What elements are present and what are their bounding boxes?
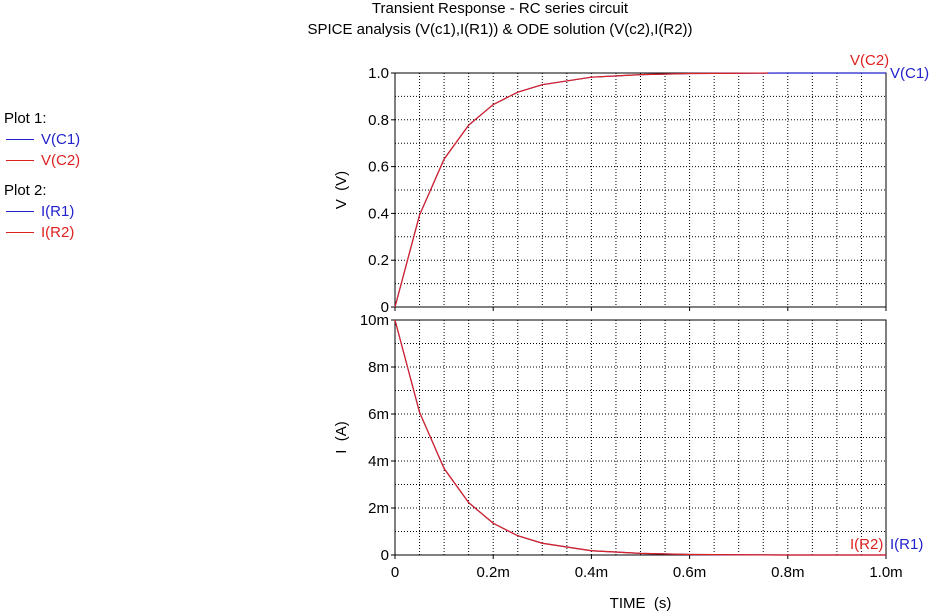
legend-item-vc1: V(C1) (4, 129, 80, 150)
y-tick-label: 0.8 (368, 112, 389, 129)
y-axis-label: V (V) (333, 171, 350, 209)
chart-title: Transient Response - RC series circuit (371, 0, 629, 17)
y-tick-label: 0 (381, 547, 389, 564)
x-axis-label: TIME (s) (610, 595, 672, 612)
legend-plot2-label: Plot 2: (4, 182, 47, 199)
x-tick-label: 0.6m (673, 564, 706, 581)
series-line-vc2 (394, 72, 769, 308)
x-tick-label: 0.8m (771, 564, 804, 581)
legend-swatch-vc2 (6, 160, 34, 161)
legend-plot2: Plot 2: I(R1) I(R2) (4, 180, 74, 243)
y-tick-label: 8m (368, 359, 389, 376)
legend-swatch-vc1 (6, 139, 34, 140)
plot-frame (394, 319, 887, 556)
legend-label-vc1: V(C1) (41, 131, 81, 148)
y-axis-label: I (A) (333, 421, 350, 454)
y-tick-label: 10m (360, 312, 389, 329)
series-end-label: V(C2) (850, 52, 889, 69)
x-tick-label: 1.0m (869, 564, 902, 581)
x-tick-label: 0.2m (477, 564, 510, 581)
x-tick-label: 0.4m (575, 564, 608, 581)
legend-item-ir1: I(R1) (4, 201, 74, 222)
plot-frame (394, 72, 887, 308)
legend-item-ir2: I(R2) (4, 222, 74, 243)
y-tick-label: 6m (368, 406, 389, 423)
chart-subtitle: SPICE analysis (V(c1),I(R1)) & ODE solut… (307, 21, 693, 38)
y-tick-label: 4m (368, 453, 389, 470)
series-end-label: I(R2) (850, 536, 883, 553)
legend-label-vc2: V(C2) (41, 152, 81, 169)
series-end-label: I(R1) (890, 536, 923, 553)
y-tick-label: 2m (368, 500, 389, 517)
y-tick-label: 0.6 (368, 159, 389, 176)
y-tick-label: 0.4 (368, 205, 389, 222)
y-tick-label: 0.2 (368, 252, 389, 269)
y-tick-label: 1.0 (368, 65, 389, 82)
legend-plot1: Plot 1: V(C1) V(C2) (4, 108, 80, 171)
legend-swatch-ir1 (6, 211, 34, 212)
legend-label-ir2: I(R2) (41, 224, 75, 241)
y-tick-label: 0 (381, 299, 389, 316)
series-line-ir2 (394, 319, 886, 556)
series-end-label: V(C1) (890, 65, 929, 82)
legend-item-vc2: V(C2) (4, 150, 80, 171)
legend-plot1-label: Plot 1: (4, 110, 47, 127)
legend-label-ir1: I(R1) (41, 203, 75, 220)
legend-swatch-ir2 (6, 232, 34, 233)
x-tick-label: 0 (391, 564, 399, 581)
